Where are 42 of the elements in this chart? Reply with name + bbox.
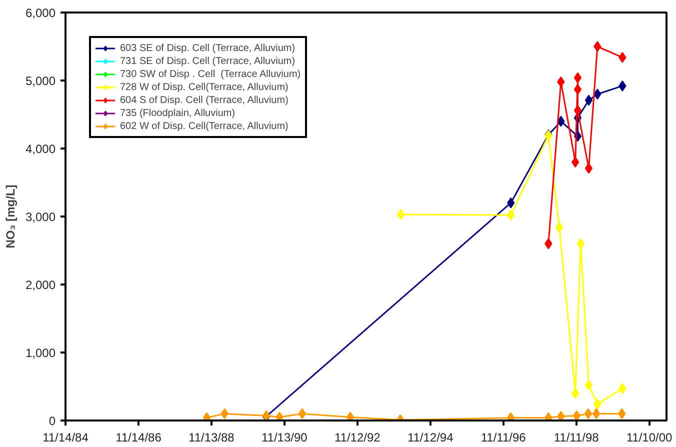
point bbox=[396, 208, 405, 220]
y-tick-label: 6,000 bbox=[25, 6, 56, 20]
point bbox=[584, 408, 592, 420]
point bbox=[298, 408, 306, 420]
y-tick-label: 1,000 bbox=[25, 346, 56, 360]
y-tick-label: 5,000 bbox=[25, 74, 56, 88]
x-tick-label: 11/14/86 bbox=[116, 430, 162, 444]
point bbox=[571, 388, 580, 399]
x-tick-label: 11/13/88 bbox=[188, 430, 235, 444]
point bbox=[574, 72, 582, 84]
x-tick-label: 11/10/00 bbox=[626, 430, 673, 444]
x-tick-label: 11/13/90 bbox=[262, 430, 308, 444]
y-tick-label: 2,000 bbox=[25, 278, 56, 292]
legend-label: 602 W of Disp. Cell(Terrace, Alluvium) bbox=[120, 120, 288, 132]
point bbox=[592, 408, 600, 420]
point bbox=[594, 41, 602, 52]
x-tick-label: 11/11/98 bbox=[554, 430, 600, 444]
point bbox=[557, 410, 565, 420]
y-axis-title: NO₃ [mg/L] bbox=[3, 184, 18, 248]
y-tick-label: 4,000 bbox=[25, 142, 56, 156]
legend-label: 730 SW of Disp . Cell (Terrace Alluvium) bbox=[120, 68, 301, 80]
point bbox=[574, 84, 582, 95]
y-tick-label: 0 bbox=[48, 414, 56, 428]
legend-label: 603 SE of Disp. Cell (Terrace, Alluvium) bbox=[120, 42, 296, 54]
legend-label: 731 SE of Disp. Cell (Terrace, Alluvium) bbox=[120, 55, 296, 67]
point bbox=[574, 104, 582, 116]
point bbox=[276, 412, 284, 420]
x-tick-label: 11/12/92 bbox=[334, 430, 381, 444]
legend-label: 735 (Floodplain, Alluvium) bbox=[120, 107, 236, 119]
y-tick-label: 3,000 bbox=[25, 210, 56, 224]
legend-label: 604 S of Disp. Cell (Terrace, Alluvium) bbox=[120, 94, 288, 106]
x-tick-label: 11/14/84 bbox=[42, 430, 89, 444]
point bbox=[571, 156, 580, 168]
point bbox=[584, 380, 593, 391]
x-tick-label: 11/11/96 bbox=[480, 430, 526, 444]
x-tick-label: 11/12/94 bbox=[407, 430, 454, 444]
legend-label: 728 W of Disp. Cell(Terrace, Alluvium) bbox=[120, 81, 288, 93]
point bbox=[584, 162, 593, 174]
point bbox=[346, 412, 354, 420]
point bbox=[584, 94, 593, 106]
point bbox=[576, 238, 585, 250]
point bbox=[572, 410, 581, 420]
